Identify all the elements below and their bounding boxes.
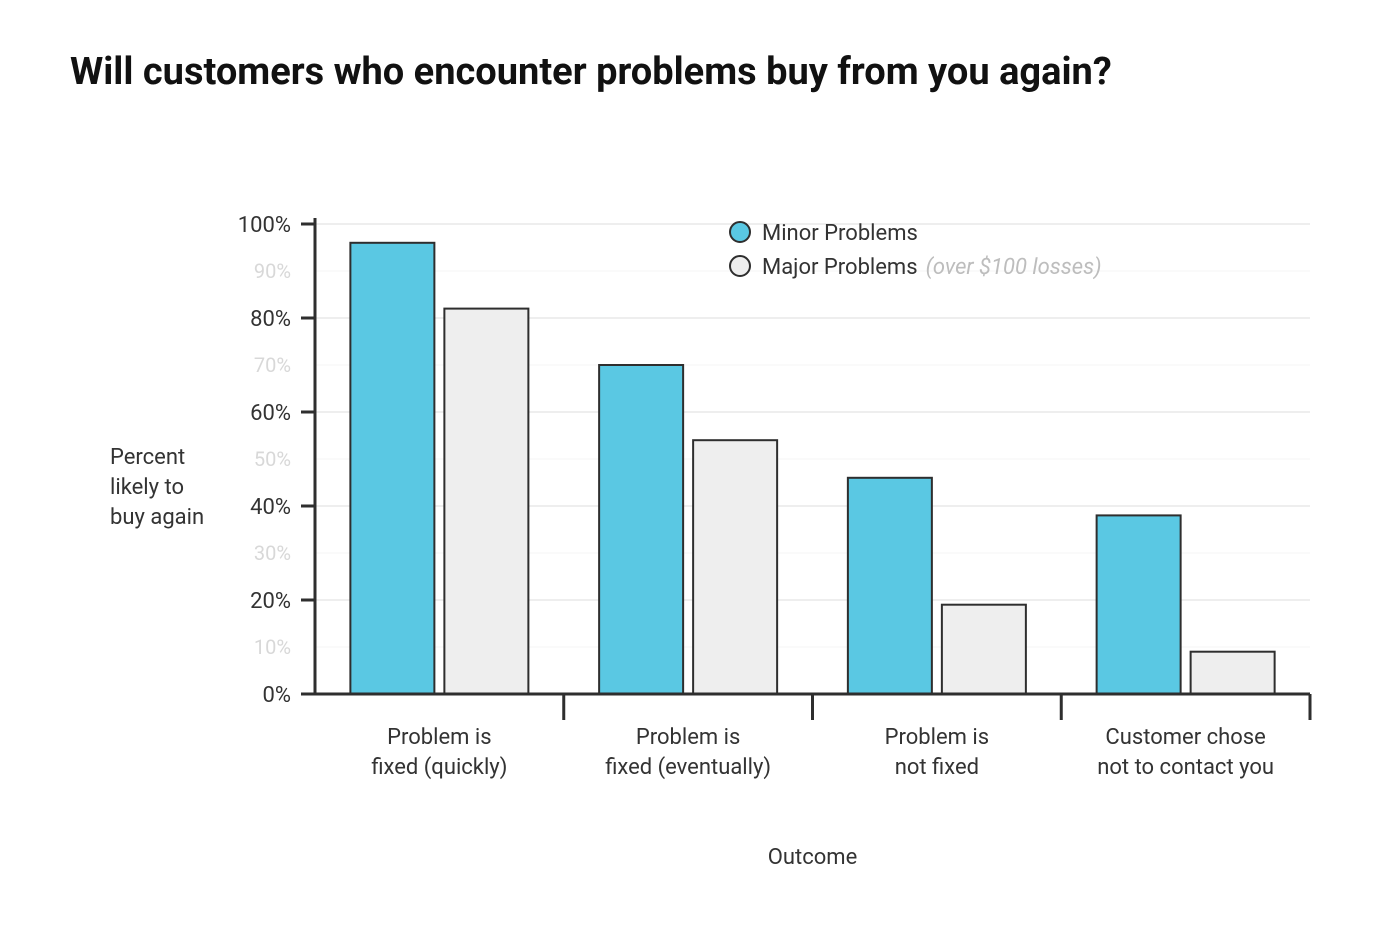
chart-container: 0% 20% 40% 60% 80% 100% 10% 30% 50% 70% 90% Problem… — [40, 124, 1340, 904]
chart-title: Will customers who encounter problems bu… — [70, 50, 1340, 94]
y-minor-tick-label: 10% — [254, 635, 291, 659]
y-minor-tick-label: 90% — [254, 259, 291, 283]
legend-swatch — [730, 222, 750, 242]
x-category-label: fixed (quickly) — [371, 755, 507, 780]
x-axis-title: Outcome — [768, 845, 857, 870]
bar-major — [444, 309, 528, 694]
bar-minor — [1097, 515, 1181, 694]
y-minor-tick-label: 50% — [254, 447, 291, 471]
y-axis-title: buy again — [110, 505, 204, 530]
x-category-label: fixed (eventually) — [605, 755, 771, 780]
y-minor-tick-label: 30% — [254, 541, 291, 565]
bar-minor — [848, 478, 932, 694]
x-category-label: Problem is — [636, 725, 741, 750]
x-category-label: Problem is — [885, 725, 990, 750]
y-major-tick-label: 40% — [250, 495, 291, 520]
y-major-tick-label: 80% — [250, 307, 291, 332]
legend-swatch — [730, 256, 750, 276]
bar-major — [693, 440, 777, 694]
y-axis-title: likely to — [110, 475, 184, 500]
bar-minor — [350, 243, 434, 694]
y-major-tick-label: 20% — [250, 589, 291, 614]
bar-chart: 0% 20% 40% 60% 80% 100% 10% 30% 50% 70% 90% Problem… — [40, 124, 1340, 904]
y-axis-title: Percent — [110, 445, 185, 470]
legend-label: Minor Problems — [762, 221, 918, 246]
legend-label: Major Problems(over $100 losses) — [762, 255, 1102, 280]
y-minor-tick-label: 70% — [254, 353, 291, 377]
x-category-label: Customer chose — [1105, 725, 1265, 750]
bar-minor — [599, 365, 683, 694]
y-major-tick-label: 60% — [250, 401, 291, 426]
y-major-tick-label: 100% — [238, 213, 291, 238]
x-category-label: Problem is — [387, 725, 492, 750]
x-category-label: not to contact you — [1097, 755, 1274, 780]
bar-major — [1191, 652, 1275, 694]
y-major-tick-label: 0% — [263, 683, 291, 708]
x-category-label: not fixed — [895, 755, 979, 780]
bar-major — [942, 605, 1026, 694]
